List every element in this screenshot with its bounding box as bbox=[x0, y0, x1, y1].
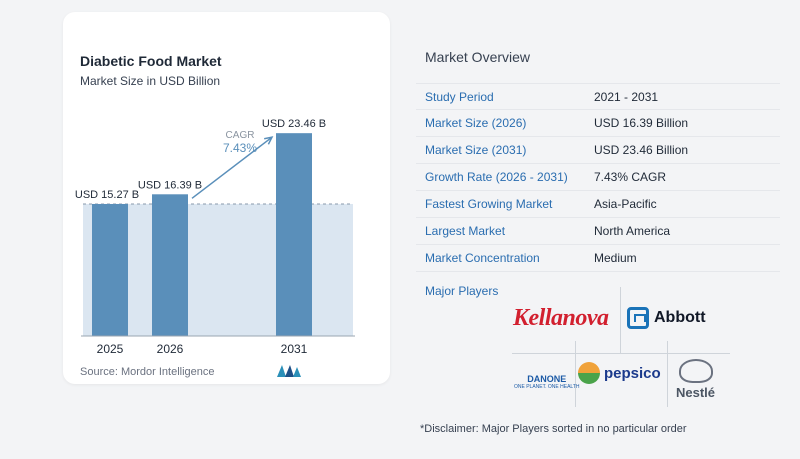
kellanova-logo: Kellanova bbox=[513, 305, 609, 331]
nestle-logo: Nestlé bbox=[676, 359, 715, 400]
overview-label: Market Size (2031) bbox=[425, 143, 527, 157]
overview-value: Medium bbox=[594, 251, 637, 265]
overview-value: 2021 - 2031 bbox=[594, 89, 659, 104]
overview-row: Market Size (2031) USD 23.46 Billion bbox=[416, 137, 780, 164]
cagr-arrow bbox=[191, 136, 273, 199]
overview-title: Market Overview bbox=[425, 49, 531, 65]
nestle-nest-icon bbox=[678, 359, 713, 383]
overview-row: Growth Rate (2026 - 2031) 7.43% CAGR bbox=[416, 164, 780, 191]
logo-divider bbox=[575, 341, 576, 407]
x-tick-label: 2026 bbox=[157, 342, 184, 356]
overview-value: Asia-Pacific bbox=[594, 197, 657, 211]
players-title: Major Players bbox=[425, 284, 499, 298]
logo-divider bbox=[667, 341, 668, 407]
overview-row: Study Period 2021 - 2031 bbox=[416, 83, 780, 110]
cagr-value: 7.43% bbox=[223, 141, 257, 155]
overview-label: Fastest Growing Market bbox=[425, 197, 553, 211]
chart-subtitle: Market Size in USD Billion bbox=[80, 74, 221, 88]
overview-value: North America bbox=[594, 224, 671, 238]
data-label: USD 15.27 B bbox=[75, 189, 139, 201]
overview-label: Growth Rate (2026 - 2031) bbox=[425, 170, 568, 184]
danone-logo: DANONE ONE PLANET. ONE HEALTH bbox=[514, 374, 580, 390]
bar-chart: USD 15.27 B 2025 USD 16.39 B 2026 USD 23.46 … bbox=[75, 118, 355, 356]
logo-divider bbox=[512, 353, 730, 354]
pepsico-globe-icon bbox=[578, 362, 600, 384]
overview-value: 7.43% CAGR bbox=[594, 170, 667, 184]
overview-row: Fastest Growing Market Asia-Pacific bbox=[416, 191, 780, 218]
overview-value: USD 16.39 Billion bbox=[594, 116, 689, 130]
overview-row: Market Concentration Medium bbox=[416, 245, 780, 272]
abbott-icon bbox=[627, 307, 649, 329]
logo-divider bbox=[620, 287, 621, 353]
overview-table: Study Period 2021 - 2031 Market Size (20… bbox=[416, 83, 780, 272]
mordor-logo-icon bbox=[277, 365, 301, 377]
source-text: Source: Mordor Intelligence bbox=[80, 366, 215, 378]
abbott-logo: Abbott bbox=[627, 307, 706, 329]
overview-row: Market Size (2026) USD 16.39 Billion bbox=[416, 110, 780, 137]
overview-label: Market Concentration bbox=[425, 251, 540, 265]
data-label: USD 16.39 B bbox=[138, 179, 202, 191]
bar bbox=[92, 203, 128, 336]
overview-label: Market Size (2026) bbox=[425, 116, 527, 130]
chart-title: Diabetic Food Market bbox=[80, 53, 222, 69]
disclaimer: *Disclaimer: Major Players sorted in no … bbox=[420, 423, 687, 435]
x-tick-label: 2025 bbox=[97, 342, 124, 356]
cagr-arrow-head bbox=[264, 136, 274, 145]
overview-row: Largest Market North America bbox=[416, 218, 780, 245]
pepsico-logo: pepsico bbox=[578, 362, 661, 384]
overview-label: Largest Market bbox=[425, 224, 506, 238]
overview-value: USD 23.46 Billion bbox=[594, 143, 689, 157]
overview-label: Study Period bbox=[425, 89, 494, 104]
bar bbox=[276, 133, 312, 336]
data-label: USD 23.46 B bbox=[262, 118, 326, 130]
bar bbox=[152, 194, 188, 336]
x-tick-label: 2031 bbox=[281, 342, 308, 356]
cagr-label: CAGR bbox=[226, 130, 255, 141]
